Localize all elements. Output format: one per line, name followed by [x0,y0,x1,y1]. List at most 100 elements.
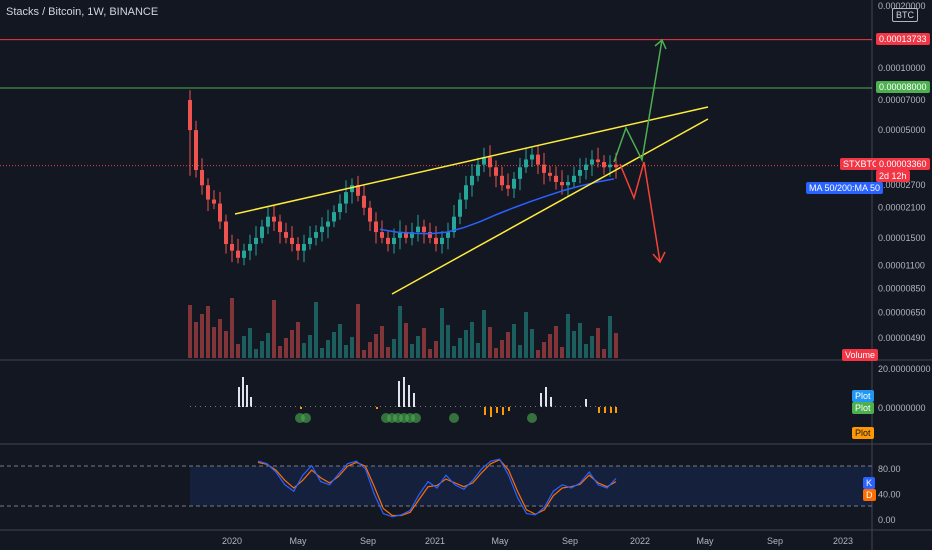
histogram-baseline-dot [410,406,411,407]
candle-body [356,185,360,196]
histogram-baseline-dot [210,406,211,407]
histogram-baseline-dot [525,406,526,407]
candle-body [524,159,528,168]
time-tick-label: May [289,536,307,546]
histogram-baseline-dot [230,406,231,407]
indicator-axis-zero: 0.00000000 [878,403,926,413]
volume-bar [422,328,426,358]
candle-body [572,175,576,182]
signal-dot [449,413,459,423]
price-tick-label: 0.00020000 [878,1,926,11]
histogram-bar-down [598,407,600,413]
histogram-baseline-dot [485,406,486,407]
currency-badge[interactable]: BTC [892,8,918,22]
volume-bar [380,326,384,358]
histogram-baseline-dot [540,406,541,407]
price-tick-label: 0.00000650 [878,308,926,318]
candle-body [272,216,276,222]
candle-body [278,221,282,233]
histogram-baseline-dot [320,406,321,407]
histogram-baseline-dot [245,406,246,407]
volume-bar [314,302,318,358]
histogram-baseline-dot [270,406,271,407]
signal-dot [411,413,421,423]
stoch-k-line [257,458,617,518]
volume-bar [266,333,270,358]
volume-bar [224,331,228,358]
volume-bar [374,334,378,358]
volume-bar [494,348,498,358]
candle-body [224,221,228,245]
volume-bar [416,336,420,358]
volume-bar [452,346,456,358]
histogram-bar-up [238,387,240,407]
histogram-bar-up [540,393,542,407]
candle-body [398,232,402,238]
histogram-baseline-dot [340,406,341,407]
candle-body [302,244,306,251]
volume-bar [272,300,276,358]
volume-bar [512,324,516,358]
histogram-baseline-dot [545,406,546,407]
candle-body [218,203,222,222]
volume-bar [470,322,474,358]
time-tick-label: Sep [767,536,783,546]
histogram-bar-up [408,385,410,407]
ma-50-line [379,178,615,235]
price-tick-label: 0.00001500 [878,233,926,243]
candle-body [242,250,246,258]
histogram-bar-down [496,407,498,413]
volume-bar [344,345,348,358]
price-tick-label: 0.00005000 [878,125,926,135]
histogram-baseline-dot [415,406,416,407]
candle-body [602,162,606,168]
volume-bar [302,343,306,358]
histogram-bar-up [545,387,547,407]
candle-body [530,154,534,160]
histogram-baseline-dot [420,406,421,407]
price-tick-label: 0.00010000 [878,63,926,73]
signal-dot [527,413,537,423]
price-tick-label: 0.00007000 [878,95,926,105]
candle-body [488,157,492,168]
volume-bar [548,334,552,358]
volume-bar [218,319,222,358]
volume-bar [560,347,564,358]
histogram-baseline-dot [205,406,206,407]
histogram-baseline-dot [350,406,351,407]
volume-bar [566,314,570,358]
histogram-bar-down [610,407,612,413]
histogram-baseline-dot [430,406,431,407]
volume-bar [476,343,480,358]
histogram-bar-down [508,407,510,411]
volume-bar [398,306,402,358]
candle-body [560,181,564,186]
candle-body [512,178,516,189]
volume-bar [572,331,576,358]
histogram-baseline-dot [265,406,266,407]
candle-body [230,244,234,251]
stoch-band [190,466,872,506]
candle-body [494,167,498,176]
candle-body [350,185,354,193]
stoch-axis-label: 40.00 [878,489,901,499]
histogram-baseline-dot [515,406,516,407]
histogram-baseline-dot [565,406,566,407]
time-tick-label: May [491,536,509,546]
time-tick-label: 2021 [425,536,445,546]
histogram-baseline-dot [280,406,281,407]
candle-body [416,226,420,233]
histogram-baseline-dot [360,406,361,407]
candle-body [440,237,444,245]
volume-bar [350,337,354,358]
candle-body [332,212,336,222]
histogram-bar-down [376,407,378,409]
candle-body [266,216,270,227]
histogram-baseline-dot [535,406,536,407]
candle-body [434,237,438,245]
volume-bar [554,326,558,358]
histogram-baseline-dot [600,406,601,407]
volume-bar [284,338,288,358]
candle-body [482,157,486,165]
